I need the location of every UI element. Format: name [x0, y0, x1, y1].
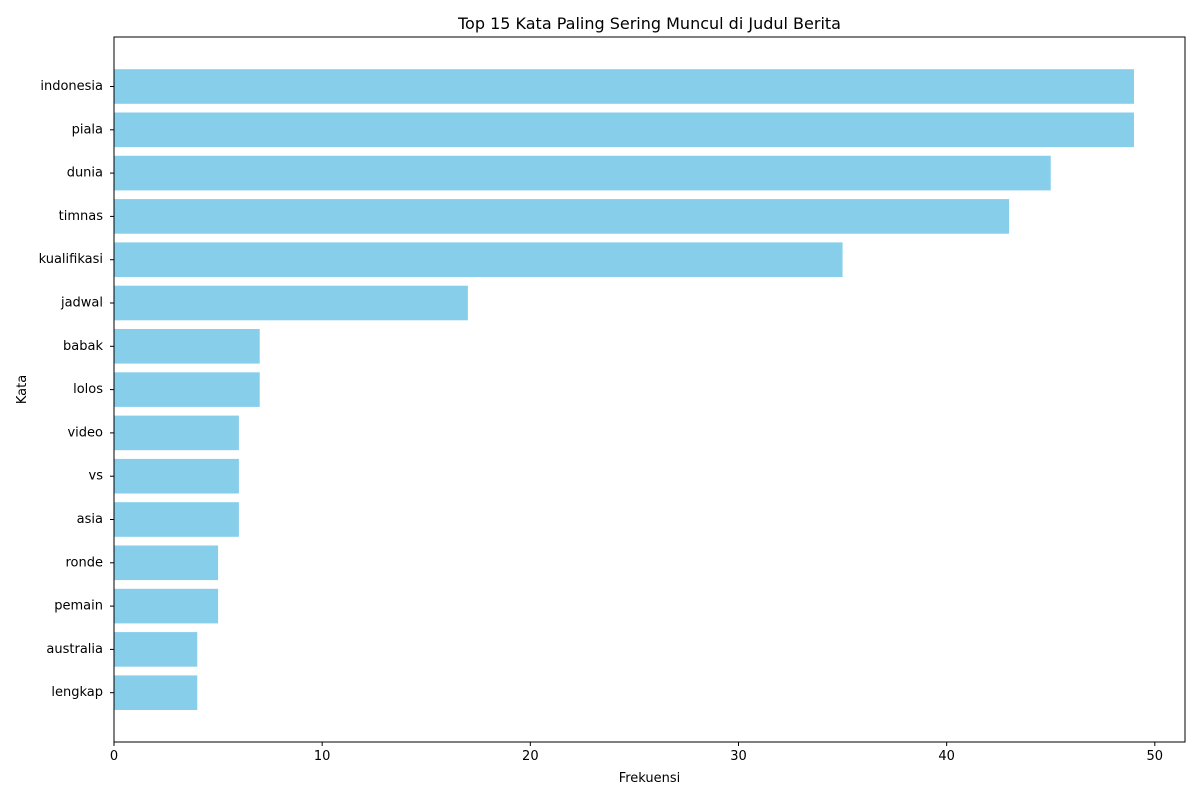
y-tick-label-vs: vs	[89, 469, 104, 484]
bar-kualifikasi	[114, 242, 843, 277]
bars-group	[114, 69, 1134, 710]
bar-lolos	[114, 372, 260, 407]
y-tick-label-lengkap: lengkap	[51, 685, 103, 700]
x-tick-label-30: 30	[730, 749, 747, 764]
y-tick-label-jadwal: jadwal	[60, 296, 103, 311]
bar-jadwal	[114, 285, 468, 321]
bar-australia	[114, 632, 198, 667]
y-tick-label-asia: asia	[77, 512, 103, 527]
y-tick-label-timnas: timnas	[59, 209, 104, 224]
y-ticks-group: indonesia piala dunia timnas kualifikasi jadw…	[39, 79, 114, 700]
y-tick-label-pemain: pemain	[54, 599, 103, 614]
bar-indonesia	[114, 69, 1134, 104]
bar-vs	[114, 458, 239, 494]
y-tick-label-dunia: dunia	[67, 166, 103, 181]
bar-dunia	[114, 155, 1051, 191]
y-tick-label-indonesia: indonesia	[40, 79, 103, 94]
y-axis-label: Kata	[15, 375, 30, 404]
bar-piala	[114, 112, 1134, 148]
bar-video	[114, 415, 239, 451]
x-tick-label-0: 0	[110, 749, 118, 764]
y-tick-label-kualifikasi: kualifikasi	[39, 252, 103, 267]
x-tick-label-20: 20	[522, 749, 539, 764]
bar-lengkap	[114, 675, 198, 710]
chart-title: Top 15 Kata Paling Sering Muncul di Judu…	[457, 14, 841, 33]
bar-pemain	[114, 588, 219, 624]
plot-frame	[113, 36, 1186, 743]
x-tick-label-50: 50	[1147, 749, 1164, 764]
x-ticks-group: 0 10 20 30 40 50	[110, 742, 1163, 764]
bar-asia	[114, 502, 239, 537]
y-tick-label-video: video	[67, 425, 103, 440]
bar-timnas	[114, 199, 1010, 234]
y-tick-label-lolos: lolos	[73, 382, 103, 397]
x-axis-label: Frekuensi	[619, 771, 681, 786]
x-tick-label-40: 40	[938, 749, 955, 764]
y-tick-label-australia: australia	[46, 642, 103, 657]
bar-babak	[114, 329, 260, 364]
y-tick-label-babak: babak	[63, 339, 103, 354]
y-tick-label-piala: piala	[72, 122, 103, 137]
y-tick-label-ronde: ronde	[65, 555, 103, 570]
x-tick-label-10: 10	[314, 749, 331, 764]
bar-ronde	[114, 545, 219, 581]
